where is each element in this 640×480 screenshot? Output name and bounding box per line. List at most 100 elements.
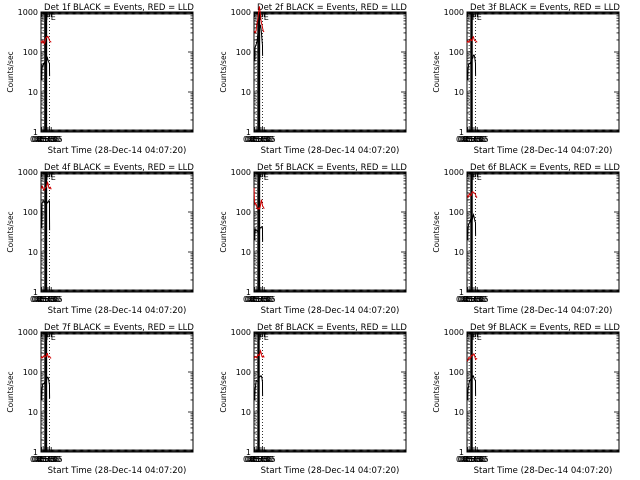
x-tick-label: 05:00 (35, 135, 58, 144)
x-tick-label: 04:30 (245, 135, 268, 144)
x-tick-label: 05:30 (38, 455, 61, 464)
y-tick-label: 1 (246, 448, 251, 457)
y-tick-label: 10 (28, 408, 38, 417)
lld-series-line (253, 187, 265, 210)
events-series-line (254, 226, 264, 242)
corner-flag (42, 172, 47, 180)
x-axis-label: Start Time (28-Dec-14 04:07:20) (474, 306, 613, 316)
panel-det-5: Det 5f BLACK = Events, RED = LLD 1 10 100 10… (219, 163, 407, 316)
y-axis-label: Counts/sec (6, 211, 15, 252)
plot-frame (253, 171, 407, 293)
flag-label: F (46, 13, 51, 22)
x-axis-label: Start Time (28-Dec-14 04:07:20) (48, 146, 187, 156)
panel-title: Det 2f BLACK = Events, RED = LLD (257, 3, 407, 13)
flag-label: F (259, 13, 264, 22)
events-series-line (254, 24, 264, 61)
plot-frame (40, 11, 194, 133)
flag-label: E (51, 333, 56, 342)
x-tick-label: 05:00 (461, 135, 484, 144)
y-tick-label: 100 (449, 208, 464, 217)
events-series-line (41, 376, 51, 401)
panel-det-3: Det 3f BLACK = Events, RED = LLD 1 10 100 10… (432, 3, 620, 156)
x-tick-label: 04:45 (246, 135, 269, 144)
x-tick-label: 05:15 (462, 135, 485, 144)
corner-flag (468, 172, 473, 180)
x-tick-label: 05:45 (40, 135, 63, 144)
y-tick-label: 1 (246, 288, 251, 297)
y-tick-label: 10 (241, 408, 251, 417)
x-axis-label: Start Time (28-Dec-14 04:07:20) (261, 146, 400, 156)
panel-det-1: Det 1f BLACK = Events, RED = LLD 1 10 100 10… (6, 3, 194, 156)
x-tick-label: 04:30 (32, 295, 55, 304)
x-tick-label: 05:45 (40, 455, 63, 464)
y-tick-label: 1 (33, 128, 38, 137)
corner-flag (255, 172, 260, 180)
y-tick-label: 10 (454, 248, 464, 257)
x-tick-label: 05:00 (248, 455, 271, 464)
y-axis-label: Counts/sec (219, 211, 228, 252)
x-tick-label: 05:15 (36, 455, 59, 464)
y-tick-label: 1000 (231, 168, 251, 177)
y-tick-label: 100 (23, 48, 38, 57)
x-tick-label: 05:30 (251, 295, 274, 304)
panel-title: Det 6f BLACK = Events, RED = LLD (470, 163, 620, 173)
x-tick-label: 04:45 (459, 295, 482, 304)
x-tick-label: 04:30 (245, 455, 268, 464)
events-series-line (467, 212, 477, 241)
y-tick-label: 100 (236, 208, 251, 217)
x-tick-label: 05:15 (249, 295, 272, 304)
y-tick-label: 1000 (231, 8, 251, 17)
x-tick-label: 05:00 (248, 135, 271, 144)
corner-flag (255, 12, 260, 20)
events-series-line (467, 54, 477, 81)
y-tick-label: 100 (236, 368, 251, 377)
plot-frame (466, 171, 620, 293)
x-tick-label: 04:45 (33, 135, 56, 144)
y-tick-label: 1 (33, 448, 38, 457)
y-tick-label: 1 (33, 288, 38, 297)
x-tick-label: 05:30 (464, 135, 487, 144)
y-tick-label: 10 (241, 248, 251, 257)
x-tick-label: 04:15 (243, 295, 266, 304)
panel-det-7: Det 7f BLACK = Events, RED = LLD 1 10 100 10… (6, 323, 194, 476)
x-tick-label: 04:45 (246, 455, 269, 464)
lld-series-line (40, 352, 52, 359)
x-tick-label: 04:30 (32, 455, 55, 464)
corner-flag (468, 12, 473, 20)
y-axis-label: Counts/sec (219, 371, 228, 412)
corner-flag (42, 332, 47, 340)
x-tick-label: 05:15 (249, 135, 272, 144)
plot-frame (253, 11, 407, 133)
flag-label: E (477, 173, 482, 182)
flag-label: E (264, 13, 269, 22)
y-tick-label: 10 (28, 248, 38, 257)
panel-title: Det 4f BLACK = Events, RED = LLD (44, 163, 194, 173)
lld-series-line (466, 35, 478, 43)
panel-det-4: Det 4f BLACK = Events, RED = LLD 1 10 100 10… (6, 163, 194, 316)
y-axis-label: Counts/sec (432, 211, 441, 252)
x-axis-label: Start Time (28-Dec-14 04:07:20) (48, 306, 187, 316)
flag-label: F (472, 13, 477, 22)
x-tick-label: 05:00 (248, 295, 271, 304)
y-tick-label: 1000 (18, 168, 38, 177)
x-tick-label: 04:45 (246, 295, 269, 304)
events-series-line (41, 55, 51, 81)
panel-det-8: Det 8f BLACK = Events, RED = LLD 1 10 100 10… (219, 323, 407, 476)
x-tick-label: 05:45 (253, 135, 276, 144)
y-tick-label: 100 (23, 208, 38, 217)
y-tick-label: 1000 (18, 328, 38, 337)
panel-title: Det 1f BLACK = Events, RED = LLD (44, 3, 194, 13)
lld-series-line (40, 180, 52, 191)
lld-series-line (254, 6, 265, 34)
flag-label: E (51, 13, 56, 22)
plot-frame (466, 11, 620, 133)
x-tick-label: 04:30 (32, 135, 55, 144)
panel-title: Det 5f BLACK = Events, RED = LLD (257, 163, 407, 173)
panel-title: Det 8f BLACK = Events, RED = LLD (257, 323, 407, 333)
plot-frame (253, 331, 407, 453)
events-series-line (41, 199, 51, 231)
x-tick-label: 05:30 (38, 295, 61, 304)
y-axis-label: Counts/sec (219, 51, 228, 92)
